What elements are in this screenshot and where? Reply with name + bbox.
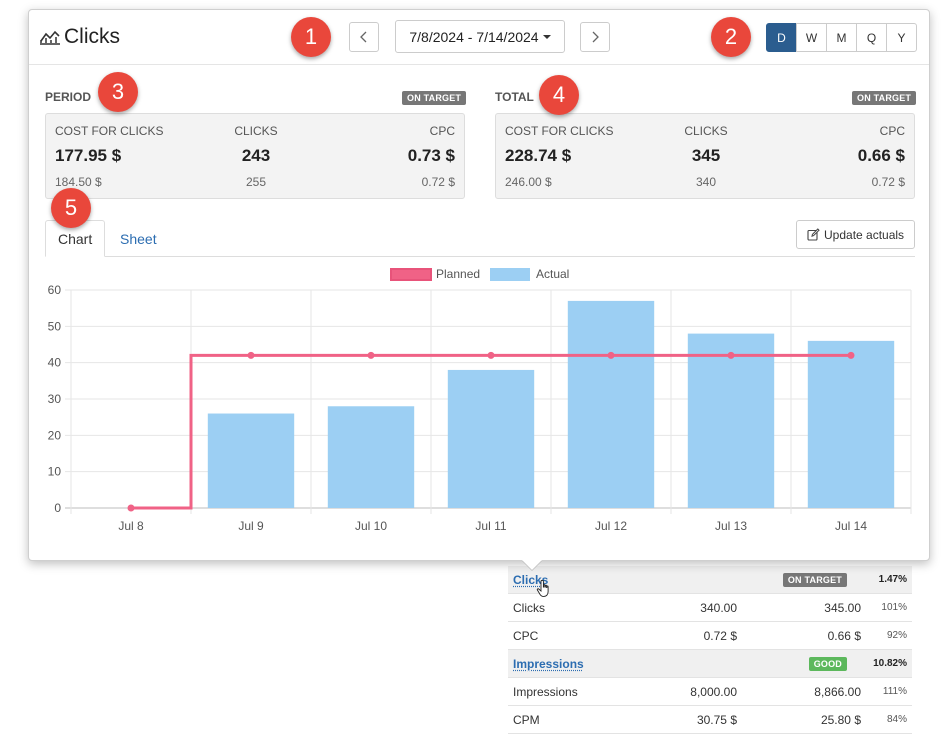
page-title: Clicks: [64, 25, 120, 48]
y-tick-label: 0: [54, 501, 61, 515]
caret-down-icon: [542, 34, 551, 39]
period-selector: D W M Q Y: [766, 23, 917, 52]
y-tick-label: 60: [48, 283, 62, 297]
tab-sheet[interactable]: Sheet: [120, 230, 157, 247]
line-planned: [131, 353, 851, 510]
period-cost-planned: 184.50 $: [55, 175, 102, 189]
y-tick-label: 50: [48, 319, 62, 333]
period-cpc-planned: 0.72 $: [421, 175, 455, 189]
date-range-dropdown[interactable]: 7/8/2024 - 7/14/2024: [395, 20, 565, 53]
legend-label-planned: Planned: [436, 267, 480, 281]
x-tick-label: Jul 14: [835, 519, 867, 533]
legend-swatch-planned: [390, 268, 432, 281]
edit-icon: [807, 228, 820, 241]
period-quarter-button[interactable]: Q: [856, 23, 887, 52]
bar-actual: [807, 340, 895, 508]
tab-chart[interactable]: Chart: [45, 220, 106, 257]
period-month-button[interactable]: M: [826, 23, 857, 52]
annotation-marker: 2: [711, 17, 751, 57]
total-clicks-actual: 345: [691, 146, 721, 165]
period-status-badge: ON TARGET: [402, 91, 467, 105]
legend-label-actual: Actual: [536, 267, 569, 281]
period-year-button[interactable]: Y: [886, 23, 917, 52]
chevron-left-icon: [360, 31, 367, 43]
annotation-marker: 5: [51, 188, 91, 228]
table-section-row: Clicks ON TARGET 1.47%: [508, 566, 912, 594]
status-badge: GOOD: [808, 657, 847, 671]
point-planned: [127, 504, 135, 512]
bar-actual: [567, 300, 655, 508]
total-status-badge: ON TARGET: [852, 91, 917, 105]
period-cost-actual: 177.95 $: [55, 146, 122, 165]
line-chart-icon: [40, 30, 60, 45]
section-percent: 10.82%: [873, 658, 907, 669]
status-badge: ON TARGET: [782, 573, 847, 587]
update-actuals-button[interactable]: Update actuals: [796, 220, 916, 249]
x-tick-label: Jul 10: [355, 519, 387, 533]
table-row: CPC 0.72 $ 0.66 $ 92%: [508, 622, 912, 650]
total-clicks-planned: 340: [695, 175, 717, 189]
legend-swatch-actual: [490, 268, 530, 281]
bar-actual: [687, 333, 775, 508]
x-tick-label: Jul 8: [118, 519, 144, 533]
x-tick-label: Jul 11: [475, 519, 506, 533]
period-clicks-planned: 255: [245, 175, 267, 189]
y-tick-label: 10: [48, 465, 62, 479]
summary-table: Clicks ON TARGET 1.47% Clicks 340.00 345…: [508, 566, 912, 734]
bar-actual: [207, 413, 295, 508]
period-week-button[interactable]: W: [796, 23, 827, 52]
total-cost-actual: 228.74 $: [505, 146, 572, 165]
point-planned: [847, 351, 855, 359]
y-tick-label: 40: [48, 356, 62, 370]
period-stats: COST FOR CLICKS 177.95 $ 184.50 $ CLICKS…: [45, 113, 465, 199]
annotation-marker: 4: [539, 75, 579, 115]
x-tick-label: Jul 13: [715, 519, 747, 533]
previous-period-button[interactable]: [349, 22, 379, 52]
total-label: TOTAL: [495, 90, 534, 104]
annotation-marker: 1: [291, 17, 331, 57]
point-planned: [727, 351, 735, 359]
y-tick-label: 30: [48, 392, 62, 406]
period-cpc-actual: 0.73 $: [407, 146, 455, 165]
point-planned: [487, 351, 495, 359]
section-percent: 1.47%: [878, 574, 907, 585]
table-row: Clicks 340.00 345.00 101%: [508, 594, 912, 622]
annotation-marker: 3: [98, 72, 138, 112]
total-cost-planned: 246.00 $: [505, 175, 552, 189]
y-tick-label: 20: [48, 428, 62, 442]
total-stats: COST FOR CLICKS 228.74 $ 246.00 $ CLICKS…: [495, 113, 915, 199]
bar-actual: [447, 369, 535, 508]
period-clicks-actual: 243: [241, 146, 271, 165]
point-planned: [607, 351, 615, 359]
impressions-link[interactable]: Impressions: [513, 656, 584, 671]
table-row: CPM 30.75 $ 25.80 $ 84%: [508, 706, 912, 734]
hand-cursor-icon: [536, 580, 549, 597]
chevron-right-icon: [592, 31, 599, 43]
total-cpc-planned: 0.72 $: [871, 175, 905, 189]
clicks-chart: Planned Actual 0 10 20 30 40 50 60 Jul 8 Jul 9 Jul …: [48, 267, 912, 533]
x-tick-label: Jul 12: [595, 519, 627, 533]
clicks-link[interactable]: Clicks: [513, 572, 549, 587]
period-day-button[interactable]: D: [766, 23, 797, 52]
point-planned: [247, 351, 255, 359]
popup-header: Clicks 7/8/2024 - 7/14/2024 D W M Q Y: [29, 10, 929, 65]
popup-pointer: [522, 560, 542, 570]
next-period-button[interactable]: [580, 22, 610, 52]
clicks-popup: Clicks 7/8/2024 - 7/14/2024 D W M Q Y PE…: [28, 9, 930, 561]
period-label: PERIOD: [45, 90, 92, 104]
x-tick-label: Jul 9: [238, 519, 264, 533]
point-planned: [367, 351, 375, 359]
table-section-row: Impressions GOOD 10.82%: [508, 650, 912, 678]
table-row: Impressions 8,000.00 8,866.00 111%: [508, 678, 912, 706]
bar-actual: [327, 406, 415, 508]
view-tabs: Chart Sheet: [45, 220, 915, 257]
total-cpc-actual: 0.66 $: [857, 146, 905, 165]
